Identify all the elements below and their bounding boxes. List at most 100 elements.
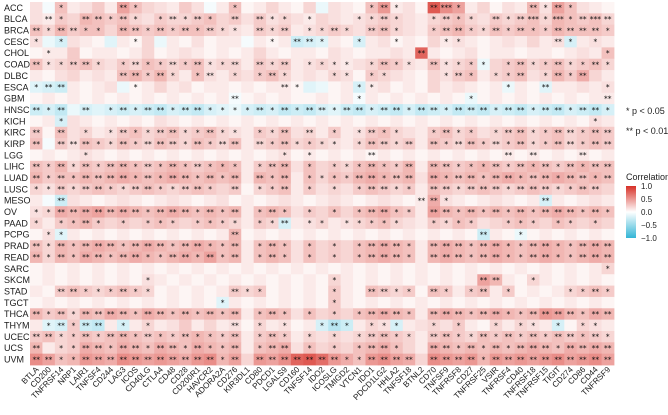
heatmap-cell [365, 240, 379, 252]
significance-star: ** [567, 26, 575, 35]
heatmap-cell [539, 194, 553, 207]
heatmap-cell [489, 24, 503, 37]
significance-star: * [47, 321, 51, 330]
heatmap-cell [502, 217, 515, 230]
heatmap-cell [440, 58, 453, 71]
heatmap-cell [278, 104, 292, 116]
heatmap-cell [104, 251, 118, 264]
heatmap-cell [576, 251, 590, 264]
heatmap-cell [315, 92, 329, 105]
significance-star: * [47, 162, 51, 171]
heatmap-cell [79, 81, 93, 94]
significance-star: ** [281, 140, 289, 149]
significance-star: * [531, 60, 535, 69]
significance-star: ** [144, 140, 152, 149]
heatmap-cell [154, 149, 168, 162]
heatmap-cell [129, 262, 143, 275]
heatmap-cell [67, 285, 81, 298]
heatmap-cell [464, 13, 478, 26]
heatmap-cell [514, 92, 528, 105]
significance-star: * [183, 15, 187, 24]
significance-star: * [221, 344, 225, 353]
heatmap-cell [303, 206, 317, 218]
significance-star: ** [418, 106, 426, 115]
significance-star: ** [430, 253, 438, 262]
heatmap-cell [328, 138, 342, 150]
heatmap-cell [241, 126, 255, 139]
significance-star: * [258, 219, 262, 228]
heatmap-cell [353, 92, 366, 105]
heatmap-cell [551, 330, 565, 343]
heatmap-cell [203, 92, 217, 105]
heatmap-cell [191, 172, 205, 184]
heatmap-cell [527, 172, 540, 184]
heatmap-cell [477, 149, 491, 162]
heatmap-cell [179, 70, 192, 82]
heatmap-cell [464, 296, 478, 309]
heatmap-cell [502, 330, 515, 343]
significance-star: ** [119, 140, 127, 149]
heatmap-cell [166, 274, 180, 286]
heatmap-cell [228, 228, 242, 241]
significance-star: * [121, 219, 125, 228]
significance-star: * [96, 333, 100, 342]
heatmap-cell [116, 217, 130, 230]
significance-star: * [221, 208, 225, 217]
significance-star: ** [455, 106, 463, 115]
heatmap-cell [54, 330, 68, 343]
heatmap-cell [253, 36, 267, 48]
significance-star: ** [281, 128, 289, 137]
heatmap-cell [179, 296, 192, 309]
significance-star: * [606, 49, 610, 58]
significance-star: ** [492, 253, 500, 262]
significance-star: * [407, 185, 411, 194]
significance-star: * [47, 208, 51, 217]
heatmap-cell [340, 251, 354, 264]
heatmap-cell [216, 285, 230, 298]
heatmap-cell [539, 172, 553, 184]
heatmap-cell [576, 58, 590, 71]
heatmap-cell [601, 2, 615, 14]
heatmap-cell [30, 104, 43, 116]
heatmap-cell [589, 285, 602, 298]
significance-star: * [432, 26, 436, 35]
heatmap-cell [427, 138, 441, 150]
heatmap-cell [427, 58, 441, 71]
heatmap-cell [402, 330, 416, 343]
heatmap-cell [365, 138, 379, 150]
heatmap-cell [191, 262, 205, 275]
heatmap-cell [141, 206, 155, 218]
heatmap-cell [365, 319, 379, 332]
heatmap-cell [365, 160, 379, 173]
significance-star: ** [443, 253, 451, 262]
heatmap-cell [464, 126, 478, 139]
significance-star: * [72, 253, 76, 262]
heatmap-cell [67, 217, 81, 230]
heatmap-cell [539, 47, 553, 60]
heatmap-cell [601, 138, 615, 150]
heatmap-cell [154, 217, 168, 230]
significance-star: ** [529, 4, 537, 13]
heatmap-cell [179, 24, 192, 37]
heatmap-cell [576, 353, 590, 366]
heatmap-cell [502, 24, 515, 37]
significance-star: * [196, 310, 200, 319]
heatmap-cell [216, 183, 230, 196]
significance-star: * [531, 162, 535, 171]
heatmap-cell [527, 308, 540, 321]
heatmap-cell [54, 183, 68, 196]
heatmap-cell [228, 296, 242, 309]
heatmap-cell [539, 92, 553, 105]
significance-star: ** [505, 151, 513, 160]
significance-star: ** [32, 162, 40, 171]
heatmap-cell [601, 296, 615, 309]
heatmap-cell [278, 353, 292, 366]
heatmap-cell [116, 319, 130, 332]
significance-star: ** [356, 174, 364, 183]
heatmap-cell [253, 138, 267, 150]
significance-star: * [308, 242, 312, 251]
heatmap-cell [166, 58, 180, 71]
significance-star: * [183, 162, 187, 171]
heatmap-cell [228, 58, 242, 71]
heatmap-cell [328, 160, 342, 173]
